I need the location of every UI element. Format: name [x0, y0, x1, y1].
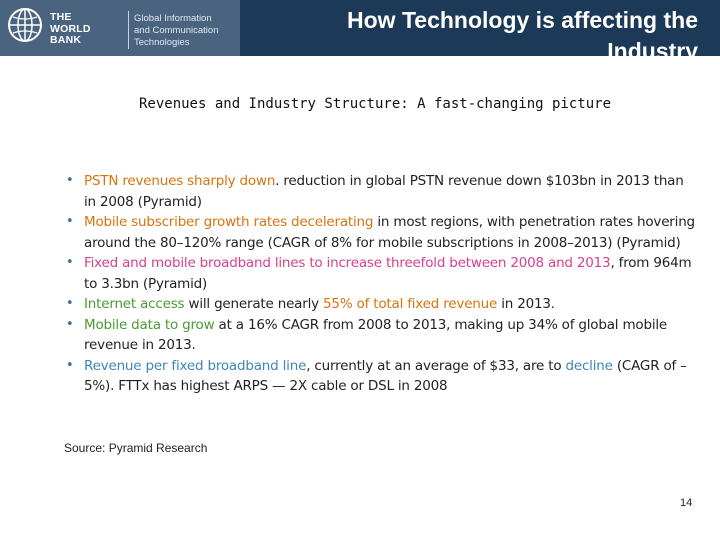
bullet-list: • PSTN revenues sharply down. reduction i… — [66, 171, 696, 397]
bullet-icon: • — [66, 214, 74, 229]
list-item: • Revenue per fixed broadband line, curre… — [66, 356, 696, 397]
bullet-icon: • — [66, 296, 74, 311]
bullet-icon: • — [66, 357, 74, 373]
bullet-highlight: Revenue per fixed broadband line — [84, 357, 307, 374]
bullet-icon: • — [66, 316, 74, 332]
unit-name-line: and Communication — [134, 25, 219, 36]
unit-name-line: Global Information — [134, 13, 212, 24]
list-item: • Mobile data to grow at a 16% CAGR from … — [66, 315, 696, 356]
bullet-text: , currently at an average of $33, are to — [306, 357, 566, 374]
bullet-text: (CAGR of –5%). FTTx has highest ARPS — 2… — [84, 357, 687, 395]
bullet-highlight-secondary: decline — [565, 357, 613, 374]
unit-name: Global Information and Communication Tec… — [134, 13, 219, 49]
bullet-text: at a 16% CAGR from 2008 to 2013, making … — [84, 316, 668, 354]
bullet-highlight: Mobile data to grow — [84, 316, 215, 333]
world-bank-logo: THE WORLD BANK Global Information and Co… — [0, 0, 240, 56]
bullet-icon: • — [66, 173, 74, 188]
bullet-text: in 2013. — [497, 296, 555, 312]
logo-divider — [128, 11, 129, 49]
world-bank-name-line: WORLD — [50, 22, 91, 35]
bullet-text: in most regions, with penetration rates … — [84, 214, 695, 251]
list-item: • PSTN revenues sharply down. reduction i… — [66, 171, 696, 212]
bullet-highlight: Mobile subscriber growth rates decelerat… — [84, 214, 374, 230]
unit-name-line: Technologies — [134, 37, 190, 48]
bullet-text: , from 964m to 3.3bn (Pyramid) — [84, 255, 692, 292]
world-bank-name-line: THE — [50, 11, 72, 23]
bullet-icon: • — [66, 255, 74, 270]
list-item: • Fixed and mobile broadband lines to inc… — [66, 253, 696, 294]
slide-title: How Technology is affecting the Industry — [347, 7, 698, 56]
bullet-text: . reduction in global PSTN revenue down … — [84, 173, 684, 210]
list-item: • Mobile subscriber growth rates decelera… — [66, 212, 696, 253]
bullet-highlight: PSTN revenues sharply down — [84, 173, 276, 189]
bullet-highlight-secondary: 55% of total fixed revenue — [323, 296, 498, 312]
bullet-text: will generate nearly — [184, 296, 324, 312]
world-bank-name-line: BANK — [50, 34, 82, 46]
world-bank-globe-icon — [8, 8, 42, 42]
bullet-highlight: Internet access — [84, 296, 185, 312]
page-number: 14 — [680, 497, 693, 509]
header-bar: THE WORLD BANK Global Information and Co… — [0, 0, 720, 56]
bullet-highlight: Fixed and mobile broadband lines to incr… — [84, 255, 611, 271]
slide-subtitle: Revenues and Industry Structure: A fast-… — [138, 96, 611, 112]
world-bank-name: THE WORLD BANK — [50, 11, 91, 47]
source-note: Source: Pyramid Research — [64, 441, 208, 455]
list-item: • Internet access will generate nearly 55… — [66, 294, 696, 315]
